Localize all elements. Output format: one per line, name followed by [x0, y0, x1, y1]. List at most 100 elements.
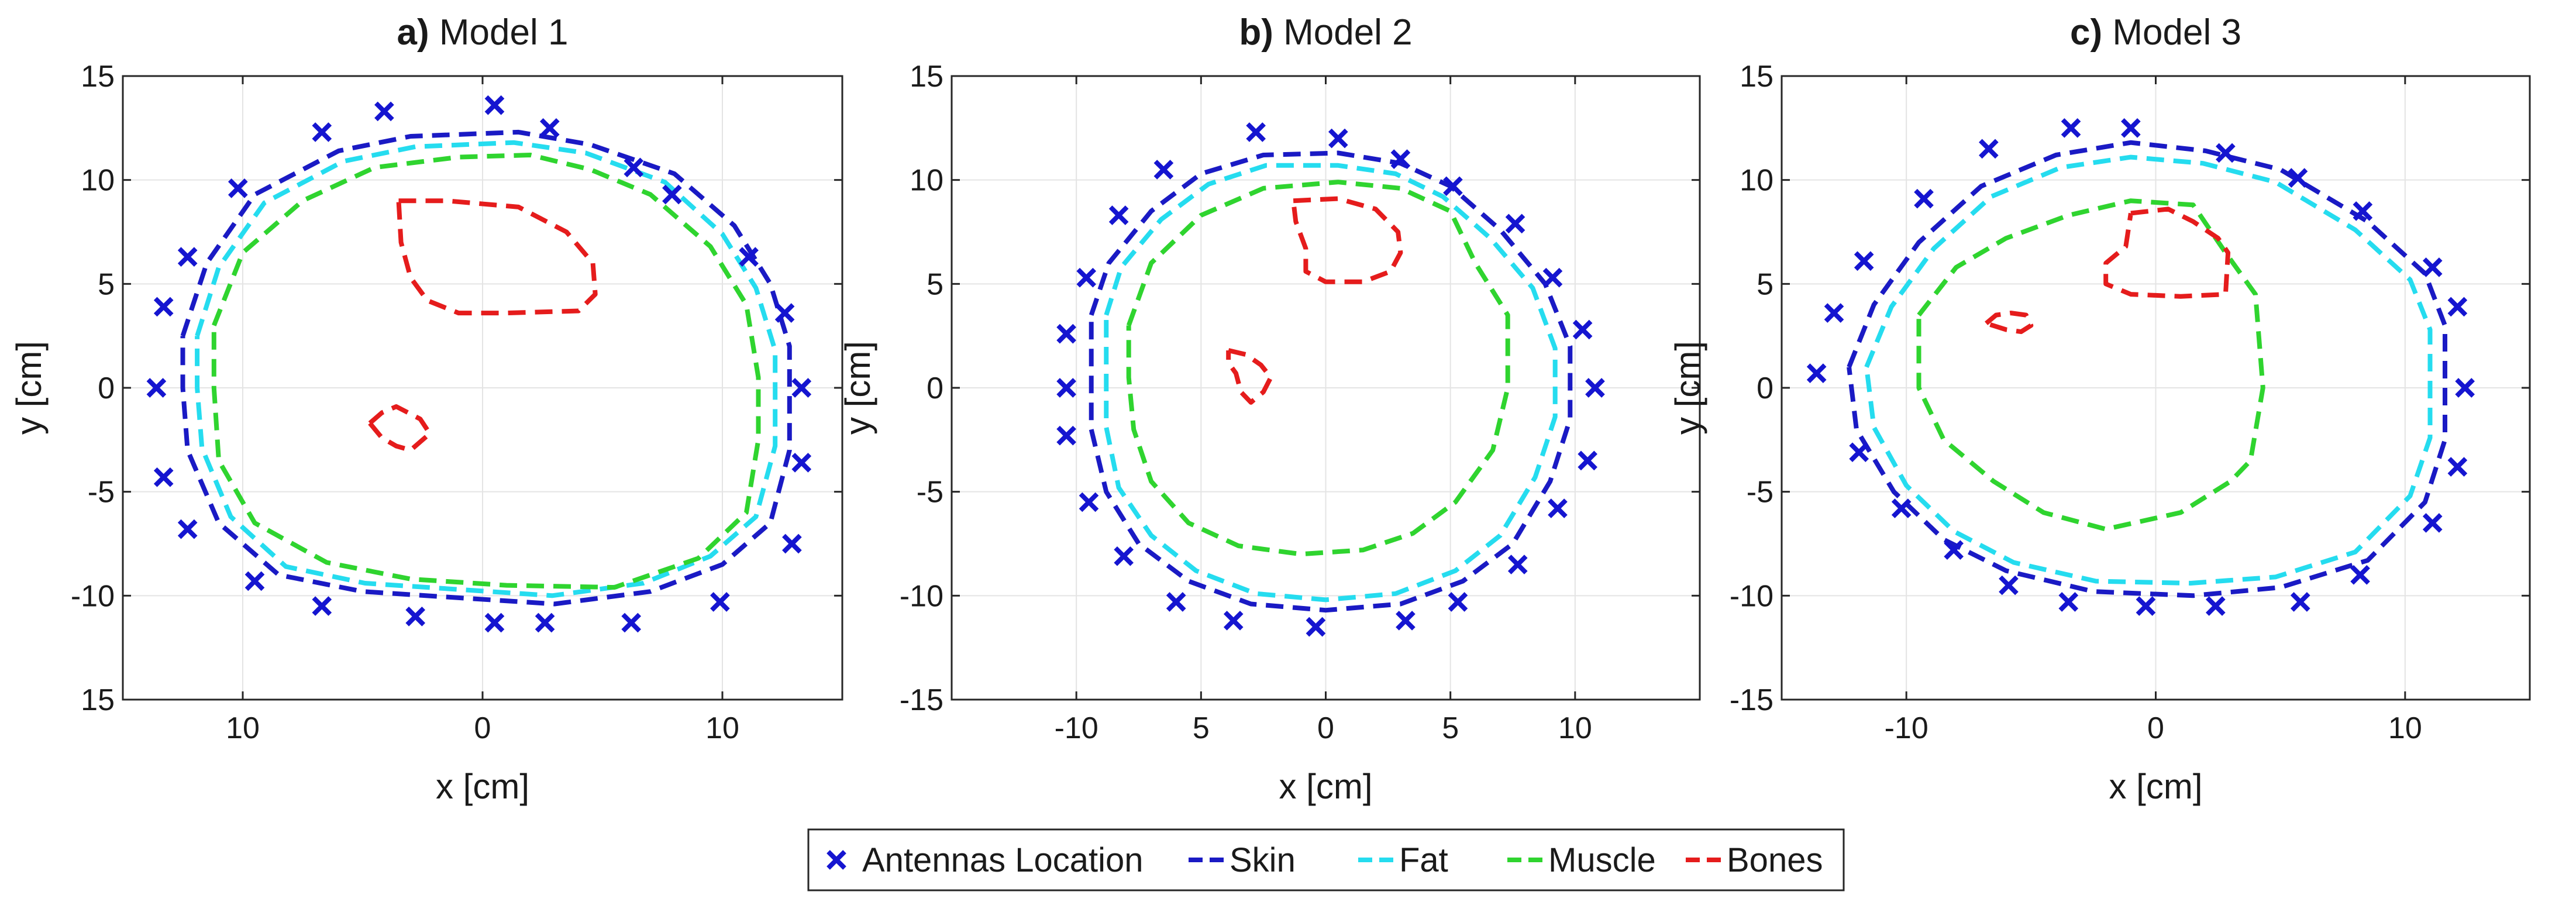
- legend-marker-x: [826, 850, 846, 870]
- panel-1-antenna-marker: [539, 118, 560, 138]
- panel-1-antenna-marker: [791, 378, 812, 398]
- panel-1-antenna-marker: [312, 596, 332, 616]
- panel-1-title: a) Model 1: [397, 12, 569, 53]
- panel-3-y-tick-label: 15: [1740, 60, 1773, 94]
- panel-2: -10 5 0 5 10 15 10 5 0 -5 -10 -15 x [cm] y [cm] b) Mod…: [838, 12, 1701, 806]
- panel-1-antenna-marker: [739, 247, 759, 267]
- panel-2-antenna-marker: [1572, 319, 1593, 340]
- panel-2-antenna-marker: [1223, 611, 1244, 631]
- panel-3-y-tick-label: 10: [1740, 164, 1773, 198]
- panel-2-x-tick-label: -10: [1055, 711, 1098, 745]
- panel-2-y-tick-label: 10: [910, 164, 943, 198]
- legend-item-bones: Bones: [1686, 841, 1823, 879]
- panel-1-antenna-marker: [153, 467, 174, 487]
- panel-3-antenna-marker: [1849, 442, 1869, 462]
- panel-3-antenna-marker: [1914, 188, 1934, 209]
- panel-3-title-text: Model 3: [2112, 12, 2241, 53]
- panel-2-antenna-marker: [1328, 128, 1348, 149]
- panel-2-bones-contour: [1291, 196, 1403, 284]
- panel-3-antenna-marker: [2455, 378, 2475, 398]
- panel-3-antenna-marker: [2350, 564, 2370, 585]
- panel-1-antenna-marker: [312, 122, 332, 142]
- panel-3-y-axis-label: y [cm]: [1668, 341, 1707, 435]
- panel-3-antenna-marker: [1806, 363, 1827, 383]
- panel-3-x-tick-label: 0: [2147, 711, 2164, 745]
- panel-2-antenna-marker: [1396, 611, 1416, 631]
- panel-2-y-tick-label: 0: [927, 371, 943, 405]
- legend-box: [807, 828, 1845, 891]
- panel-1-x-tick-label: 10: [705, 711, 739, 745]
- panel-1-bones-contour: [368, 404, 432, 453]
- panel-1-antenna-marker: [484, 612, 505, 633]
- legend-item-muscle: Muscle: [1507, 841, 1656, 879]
- panel-3-x-axis-label: x [cm]: [2109, 767, 2203, 806]
- panel-2-y-tick-label: 5: [927, 267, 943, 301]
- panel-1-antenna-marker: [146, 378, 167, 398]
- panel-1-y-tick-label: 15: [81, 683, 115, 717]
- panel-3-antenna-marker: [2288, 168, 2308, 188]
- panel-1-antenna-marker: [774, 303, 795, 323]
- panel-1-x-tick-label: 10: [226, 711, 260, 745]
- panel-1-antenna-marker: [153, 297, 174, 317]
- panel-2-antenna-marker: [1505, 214, 1525, 234]
- panel-3-antenna-marker: [2353, 201, 2373, 221]
- panel-1-antenna-marker: [535, 612, 555, 633]
- panel-2-antenna-marker: [1108, 205, 1129, 225]
- panel-3-muscle-contour: [1916, 198, 2265, 532]
- panel-3-y-tick-label: -15: [1730, 683, 1773, 717]
- panel-1-antenna-marker: [228, 178, 248, 198]
- panel-2-bones-contour: [1226, 348, 1273, 405]
- legend-label: Antennas Location: [862, 841, 1143, 879]
- panel-1-y-axis-label: y [cm]: [9, 341, 49, 435]
- panel-2-antenna-marker: [1079, 492, 1099, 512]
- panel-1-antenna-marker: [177, 519, 198, 539]
- panel-2-antenna-marker: [1390, 149, 1411, 169]
- legend: Antennas Location Skin Fat Muscle Bones: [807, 828, 1845, 891]
- panel-1-antenna-marker: [710, 592, 730, 612]
- chart-panels: 10 0 10 15 10 5 0 -5 -10 15 x [cm] y [cm] a) Model 1…: [9, 12, 2531, 806]
- legend-item-antennas-location: Antennas Location: [826, 841, 1143, 879]
- panel-3-antenna-marker: [2205, 596, 2226, 616]
- panel-3-antenna-marker: [1891, 498, 1912, 518]
- panel-1-antenna-marker: [484, 95, 505, 115]
- panel-2-antenna-marker: [1578, 450, 1597, 471]
- panel-2-muscle-contour: [1126, 180, 1510, 557]
- panel-1-bones-contour: [396, 198, 598, 316]
- panel-1-antenna-marker: [374, 101, 394, 122]
- panel-2-antenna-marker: [1542, 267, 1563, 288]
- panel-2-title-prefix: b): [1239, 12, 1283, 53]
- panel-2-antenna-marker: [1548, 498, 1568, 518]
- panel-2-title: b) Model 2: [1239, 12, 1412, 53]
- panel-2-antenna-marker: [1448, 592, 1468, 612]
- panel-2-antenna-marker: [1056, 425, 1076, 446]
- panel-1-y-tick-label: -10: [71, 579, 115, 613]
- panel-2-antenna-marker: [1507, 555, 1528, 574]
- panel-1: 10 0 10 15 10 5 0 -5 -10 15 x [cm] y [cm] a) Model 1: [9, 12, 843, 806]
- panel-2-antenna-marker: [1076, 267, 1097, 288]
- panel-3-antenna-marker: [2290, 592, 2310, 612]
- panel-2-title-text: Model 2: [1283, 12, 1413, 53]
- panel-2-antenna-marker: [1056, 378, 1076, 398]
- panel-2-y-tick-label: 15: [910, 60, 943, 94]
- panel-1-antenna-marker: [177, 247, 198, 267]
- panel-3-antenna-marker: [2058, 592, 2079, 612]
- panel-3-bones-contour: [2103, 206, 2231, 299]
- panel-3-antenna-marker: [2121, 118, 2141, 138]
- panel-3-x-tick-label: 10: [2388, 711, 2422, 745]
- panel-1-title-text: Model 1: [439, 12, 569, 53]
- panel-1-antenna-marker: [405, 607, 426, 626]
- panel-2-antenna-marker: [1114, 546, 1134, 566]
- panel-3-antenna-marker: [2447, 297, 2468, 317]
- panel-3-skin-contour: [1847, 140, 2447, 598]
- panel-1-fat-contour: [195, 140, 778, 598]
- panel-2-antenna-marker: [1056, 323, 1076, 344]
- panel-3-x-tick-label: -10: [1885, 711, 1928, 745]
- legend-label: Fat: [1399, 841, 1448, 879]
- panel-2-fat-contour: [1104, 163, 1558, 603]
- panel-3-antenna-marker: [1824, 303, 1844, 323]
- panel-1-x-axis-label: x [cm]: [436, 767, 529, 806]
- panel-3-title-prefix: c): [2070, 12, 2112, 53]
- panel-2-antenna-marker: [1585, 378, 1605, 398]
- panel-3-fat-contour: [1864, 154, 2433, 586]
- panel-2-x-tick-label: 5: [1193, 711, 1210, 745]
